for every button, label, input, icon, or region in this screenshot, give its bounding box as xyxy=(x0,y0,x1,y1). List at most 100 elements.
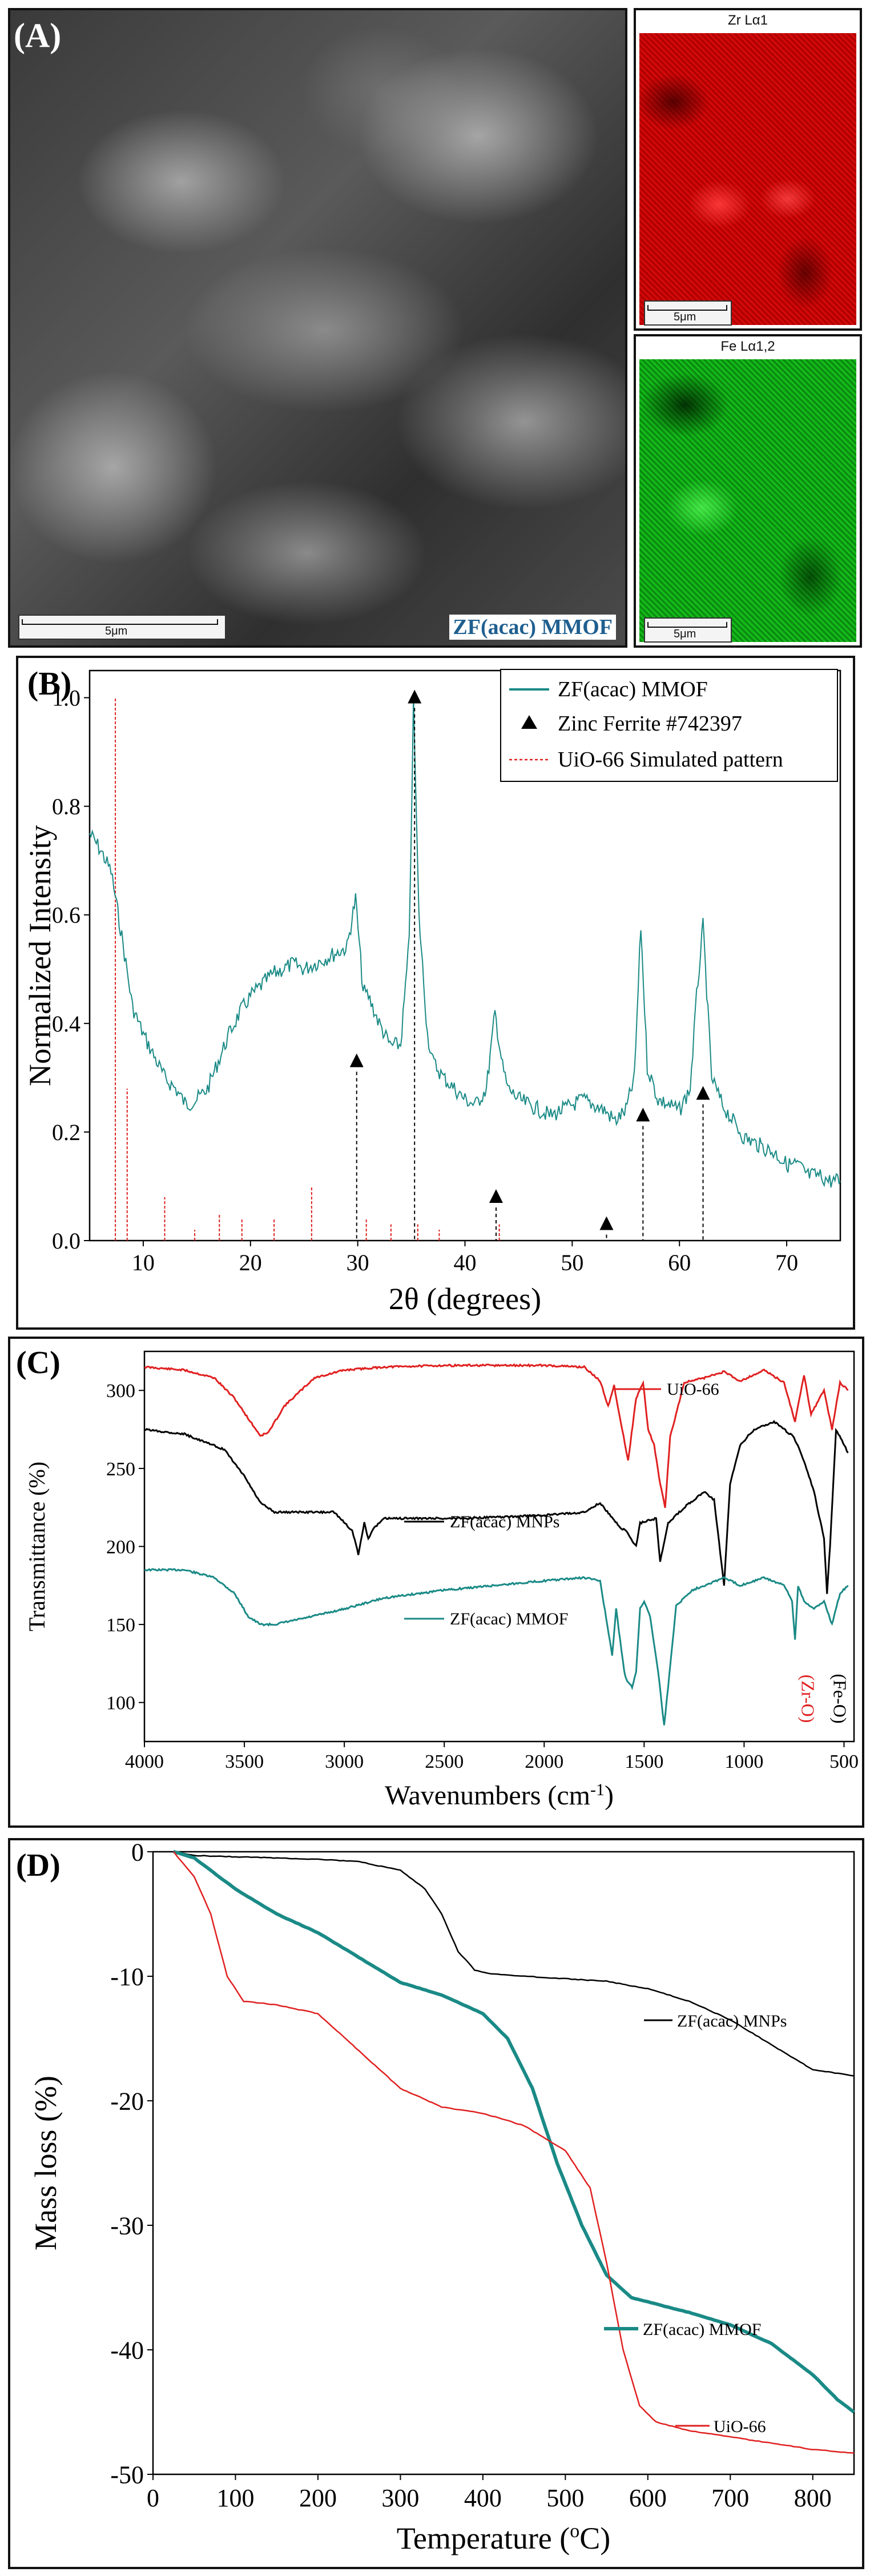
panel-label: (C) xyxy=(16,1345,61,1381)
scale-bar-label: 5μm xyxy=(105,625,128,637)
x-tick-label: 30 xyxy=(347,1250,369,1275)
panel-d: (D) 0 100 200 300 400 500 600 700 800 0 -10 -20 -30 -4… xyxy=(8,1838,864,2569)
legend-box xyxy=(500,669,838,782)
xrd-chart: (B) 10 20 30 40 50 60 70 0.0 0.2 0.4 0.6 0.8 1.0 2θ (d… xyxy=(23,665,841,1316)
panel-a: (A) 5μm ZF(acac) MMOF xyxy=(8,8,627,648)
zr-scale-label: 5μm xyxy=(674,311,696,323)
x-axis-title: Temperature (oC) xyxy=(397,2521,611,2555)
plot-frame xyxy=(143,1350,855,1743)
sample-caption: ZF(acac) MMOF xyxy=(449,615,616,640)
y-tick-label: -50 xyxy=(110,2461,144,2489)
series-label: ZF(acac) MNPs xyxy=(450,1512,559,1531)
y-tick-label: 0.8 xyxy=(52,794,80,820)
tga-line-2 xyxy=(173,1851,855,2454)
x-tick-label: 1000 xyxy=(724,1751,763,1772)
zr-map-image xyxy=(639,33,856,325)
series-label: UiO-66 xyxy=(714,2417,766,2436)
fe-map-panel: Fe Lα1,2 5μm xyxy=(634,334,862,648)
tga-chart: (D) 0 100 200 300 400 500 600 700 800 0 -10 -20 -30 -4… xyxy=(16,1838,855,2555)
fe-map-image xyxy=(639,359,856,642)
x-tick-label: 2000 xyxy=(525,1751,563,1772)
zr-scale-bar: 5μm xyxy=(644,300,732,326)
zinc-ferrite-marker xyxy=(696,1086,710,1100)
y-tick-label: 150 xyxy=(106,1615,135,1636)
x-tick-label: 50 xyxy=(561,1250,583,1275)
scale-bar: 5μm xyxy=(18,615,226,640)
x-tick-label: 500 xyxy=(829,1751,859,1772)
ftir-line-0 xyxy=(144,1363,849,1508)
x-tick-label: 3000 xyxy=(325,1751,364,1772)
series-label: ZF(acac) MNPs xyxy=(677,2012,787,2031)
y-tick-label: -20 xyxy=(110,2087,144,2115)
tga-line-0 xyxy=(173,1851,855,2077)
tga-line-1 xyxy=(173,1849,855,2414)
panel-label: (A) xyxy=(14,17,62,54)
y-axis-title: Transmittance (%) xyxy=(24,1462,50,1631)
series-label: ZF(acac) MMOF xyxy=(450,1610,568,1628)
y-tick-label: 1.0 xyxy=(52,685,80,711)
legend-label: UiO-66 Simulated pattern xyxy=(558,748,783,772)
y-tick-label: 300 xyxy=(106,1381,135,1402)
x-tick-label: 2500 xyxy=(425,1751,464,1772)
y-axis-title: Mass loss (%) xyxy=(29,2076,63,2250)
zinc-ferrite-marker xyxy=(489,1189,503,1203)
y-tick-label: 0 xyxy=(131,1840,144,1866)
panel-b: (B) 10 20 30 40 50 60 70 0.0 0.2 0.4 0.6 0.8 1.0 2θ (d… xyxy=(16,656,855,1330)
y-tick-label: -10 xyxy=(110,1963,144,1991)
x-tick-label: 70 xyxy=(775,1250,798,1275)
series-label: UiO-66 xyxy=(667,1380,719,1399)
x-tick-label: 60 xyxy=(668,1250,691,1275)
zr-scale-line xyxy=(647,305,727,311)
legend-label: ZF(acac) MMOF xyxy=(558,677,708,701)
y-tick-label: 200 xyxy=(106,1536,135,1558)
x-tick-label: 10 xyxy=(132,1250,155,1275)
y-tick-label: 0.2 xyxy=(52,1120,80,1145)
fe-scale-label: 5μm xyxy=(674,628,696,640)
x-tick-label: 800 xyxy=(794,2484,832,2512)
ftir-line-2 xyxy=(144,1568,849,1726)
plot-frame xyxy=(152,1851,855,2475)
zr-map-title: Zr Lα1 xyxy=(728,13,768,28)
x-tick-label: 0 xyxy=(147,2484,159,2512)
legend-label: Zinc Ferrite #742397 xyxy=(558,712,742,736)
x-tick-label: 300 xyxy=(381,2484,419,2512)
zf-mmof-xrd-line xyxy=(89,695,841,1188)
y-tick-label: 0.0 xyxy=(52,1228,80,1254)
x-axis-title: 2θ (degrees) xyxy=(389,1282,541,1316)
zinc-ferrite-marker xyxy=(636,1108,650,1122)
ftir-line-1 xyxy=(144,1419,849,1594)
x-tick-label: 100 xyxy=(216,2484,254,2512)
ftir-chart: (C) 4000 3500 3000 2500 2000 1500 1000 500 100 150… xyxy=(16,1345,859,1811)
legend-swatch-zinc-ferrite xyxy=(521,715,537,729)
x-tick-label: 40 xyxy=(454,1250,477,1275)
zr-o-annotation: (Zr-O) xyxy=(798,1675,818,1723)
zr-map-panel: Zr Lα1 5μm xyxy=(634,8,862,331)
panel-label: (D) xyxy=(16,1848,61,1883)
x-tick-label: 400 xyxy=(464,2484,502,2512)
fe-o-annotation: (Fe-O) xyxy=(829,1674,850,1723)
y-tick-label: -40 xyxy=(110,2336,144,2364)
y-tick-label: 250 xyxy=(106,1459,135,1480)
x-tick-label: 20 xyxy=(239,1250,262,1275)
y-tick-label: 0.4 xyxy=(52,1011,80,1037)
sem-image xyxy=(10,10,625,645)
x-tick-label: 600 xyxy=(629,2484,667,2512)
y-tick-label: -30 xyxy=(110,2212,144,2240)
x-axis-title: Wavenumbers (cm-1) xyxy=(385,1780,614,1811)
x-tick-label: 3500 xyxy=(225,1751,264,1772)
x-tick-label: 1500 xyxy=(625,1751,663,1772)
y-tick-label: 100 xyxy=(106,1693,135,1714)
scale-bar-line xyxy=(22,619,218,625)
fe-scale-line xyxy=(647,622,727,628)
fe-scale-bar: 5μm xyxy=(644,617,732,643)
x-tick-label: 700 xyxy=(711,2484,749,2512)
zinc-ferrite-marker xyxy=(349,1053,364,1068)
x-tick-label: 4000 xyxy=(125,1751,164,1772)
x-tick-label: 200 xyxy=(299,2484,337,2512)
zinc-ferrite-marker xyxy=(408,689,422,704)
panel-label: (B) xyxy=(27,665,71,702)
x-tick-label: 500 xyxy=(546,2484,584,2512)
y-axis-title: Normalized Intensity xyxy=(23,825,57,1086)
panel-c: (C) 4000 3500 3000 2500 2000 1500 1000 500 100 150… xyxy=(8,1337,864,1828)
legend: ZF(acac) MMOF Zinc Ferrite #742397 UiO-66 … xyxy=(500,669,838,782)
